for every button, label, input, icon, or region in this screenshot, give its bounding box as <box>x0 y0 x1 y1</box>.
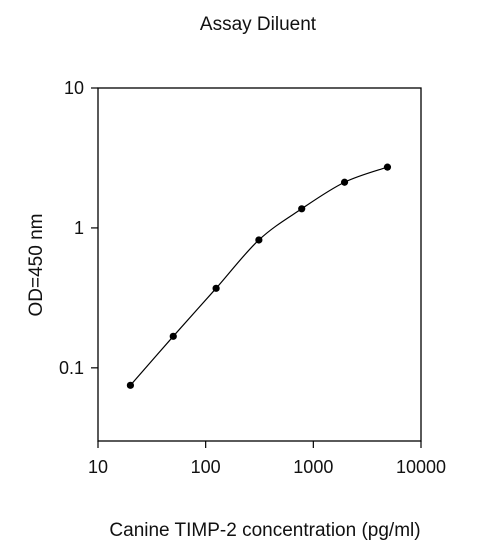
data-point <box>298 205 306 213</box>
series-layer <box>126 163 392 389</box>
x-axis: 10 100 1000 10000 <box>88 441 446 477</box>
data-point <box>169 332 177 340</box>
data-point <box>212 284 220 292</box>
data-point <box>255 236 263 244</box>
chart-title: Assay Diluent <box>200 14 317 35</box>
data-point <box>340 178 349 186</box>
x-axis-label: Canine TIMP-2 concentration (pg/ml) <box>109 520 420 541</box>
series-line <box>129 166 388 386</box>
y-axis-label: OD=450 nm <box>26 214 47 317</box>
x-tick-label: 10000 <box>396 457 446 477</box>
x-tick-label: 10 <box>88 457 108 477</box>
y-tick-label: 0.1 <box>59 358 84 378</box>
data-point <box>383 163 392 171</box>
x-tick-label: 1000 <box>293 457 333 477</box>
y-axis: 0.1 1 10 <box>59 78 98 378</box>
data-point <box>126 381 135 389</box>
x-tick-label: 100 <box>191 457 221 477</box>
plot-frame <box>97 87 422 442</box>
y-tick-label: 1 <box>74 218 84 238</box>
y-tick-label: 10 <box>64 78 84 98</box>
